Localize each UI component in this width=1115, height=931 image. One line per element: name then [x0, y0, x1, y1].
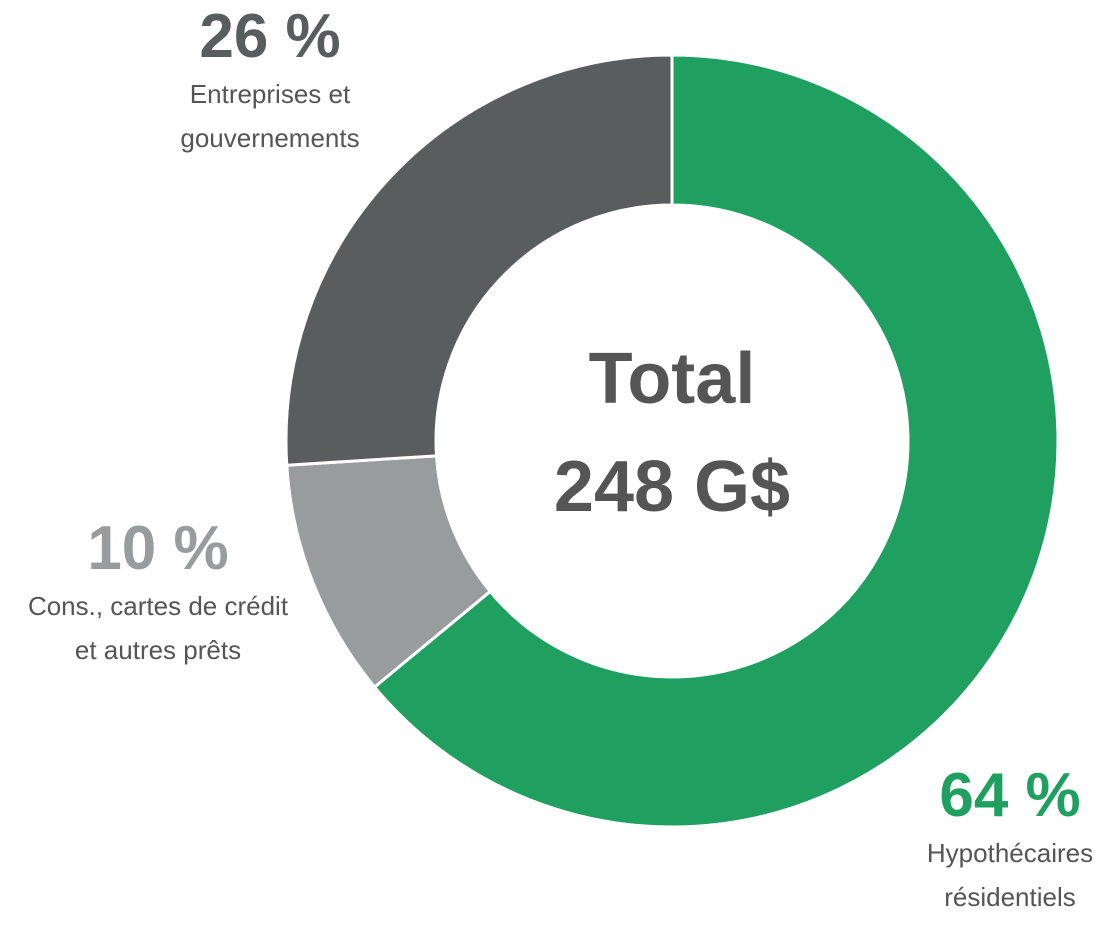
- category-label: Hypothécaires résidentiels: [926, 838, 1094, 912]
- donut-slice: [372, 53, 1060, 829]
- category-label: Entreprises et gouvernements: [180, 79, 360, 153]
- value-label: 10 %: [87, 514, 229, 583]
- value-label: 26 %: [199, 2, 341, 71]
- slice-label: 64 % Hypothécaires résidentiels: [927, 765, 1093, 919]
- center-label: Total: [588, 339, 756, 419]
- slice-label: 10 % Cons., cartes de crédit et autres pr…: [28, 518, 288, 672]
- category-label: Cons., cartes de crédit et autres prêts: [27, 591, 289, 665]
- donut-slice: [284, 53, 674, 467]
- slice-label: 26 % Entreprises et gouvernements: [180, 6, 359, 160]
- center-total: 248 G$: [553, 447, 791, 527]
- value-label: 64 %: [939, 761, 1081, 830]
